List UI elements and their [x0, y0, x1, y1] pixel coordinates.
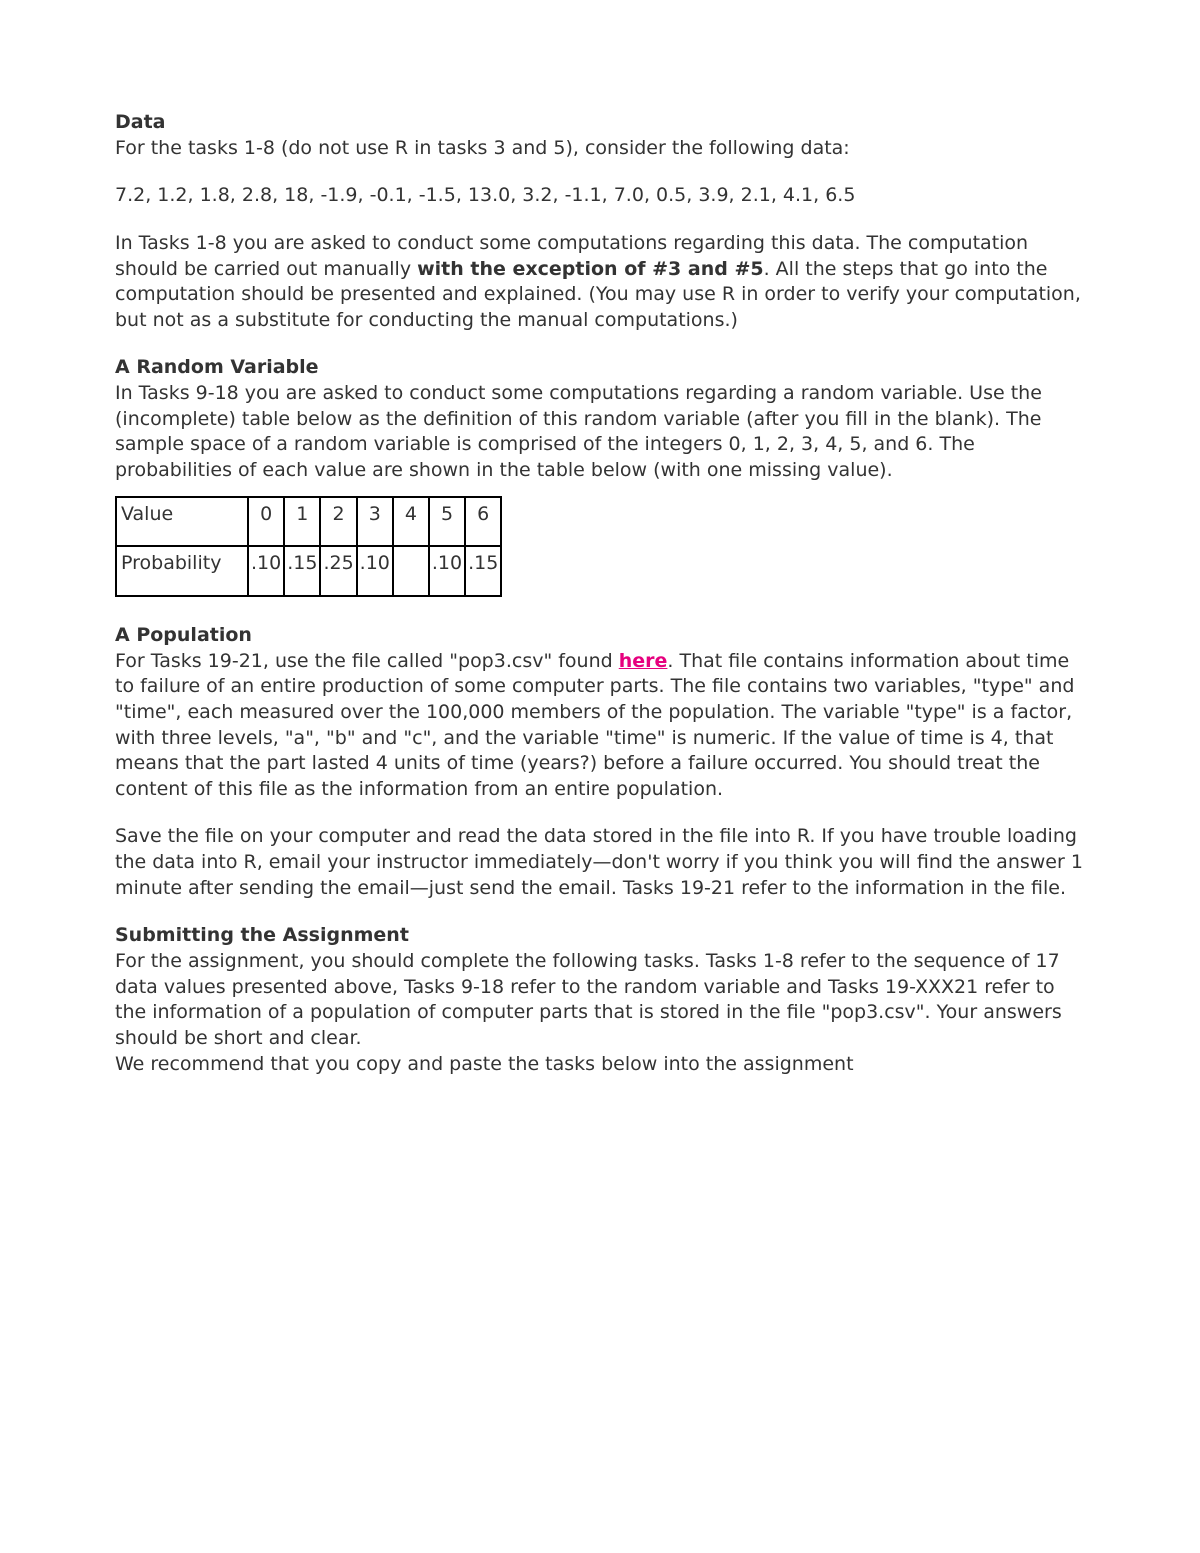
prob-cell: .10: [248, 546, 284, 596]
submitting-para1: For the assignment, you should complete …: [115, 949, 1085, 1052]
prob-cell: .25: [320, 546, 356, 596]
prob-cell: .15: [465, 546, 501, 596]
data-heading-line: Data: [115, 110, 1085, 136]
value-label-cell: Value: [116, 497, 248, 547]
here-link[interactable]: here: [619, 650, 668, 672]
value-cell: 1: [284, 497, 320, 547]
population-para2: Save the file on your computer and read …: [115, 824, 1085, 901]
table-row: Probability .10 .15 .25 .10 .10 .15: [116, 546, 501, 596]
value-cell: 2: [320, 497, 356, 547]
prob-cell: .10: [357, 546, 393, 596]
data-para2-bold: with the exception of #3 and #5: [417, 258, 763, 280]
value-cell: 3: [357, 497, 393, 547]
population-para1-post: . That file contains information about t…: [115, 650, 1074, 800]
data-values: 7.2, 1.2, 1.8, 2.8, 18, -1.9, -0.1, -1.5…: [115, 183, 1085, 209]
value-cell: 6: [465, 497, 501, 547]
submitting-heading-line: Submitting the Assignment: [115, 923, 1085, 949]
randomvar-heading-line: A Random Variable: [115, 355, 1085, 381]
prob-cell: .15: [284, 546, 320, 596]
submitting-heading: Submitting the Assignment: [115, 924, 409, 946]
prob-label-cell: Probability: [116, 546, 248, 596]
randomvar-para: In Tasks 9-18 you are asked to conduct s…: [115, 381, 1085, 484]
prob-cell: [393, 546, 429, 596]
prob-cell: .10: [429, 546, 465, 596]
data-explanation: In Tasks 1-8 you are asked to conduct so…: [115, 231, 1085, 334]
value-cell: 4: [393, 497, 429, 547]
value-cell: 5: [429, 497, 465, 547]
population-heading: A Population: [115, 624, 252, 646]
population-para1-pre: For Tasks 19-21, use the file called "po…: [115, 650, 619, 672]
value-cell: 0: [248, 497, 284, 547]
population-heading-line: A Population: [115, 623, 1085, 649]
data-heading: Data: [115, 111, 166, 133]
submitting-para2: We recommend that you copy and paste the…: [115, 1052, 1085, 1078]
population-para1: For Tasks 19-21, use the file called "po…: [115, 649, 1085, 803]
probability-table: Value 0 1 2 3 4 5 6 Probability .10 .15 …: [115, 496, 502, 597]
table-row: Value 0 1 2 3 4 5 6: [116, 497, 501, 547]
randomvar-heading: A Random Variable: [115, 356, 319, 378]
data-intro: For the tasks 1-8 (do not use R in tasks…: [115, 136, 1085, 162]
document-page: Data For the tasks 1-8 (do not use R in …: [0, 0, 1200, 1553]
